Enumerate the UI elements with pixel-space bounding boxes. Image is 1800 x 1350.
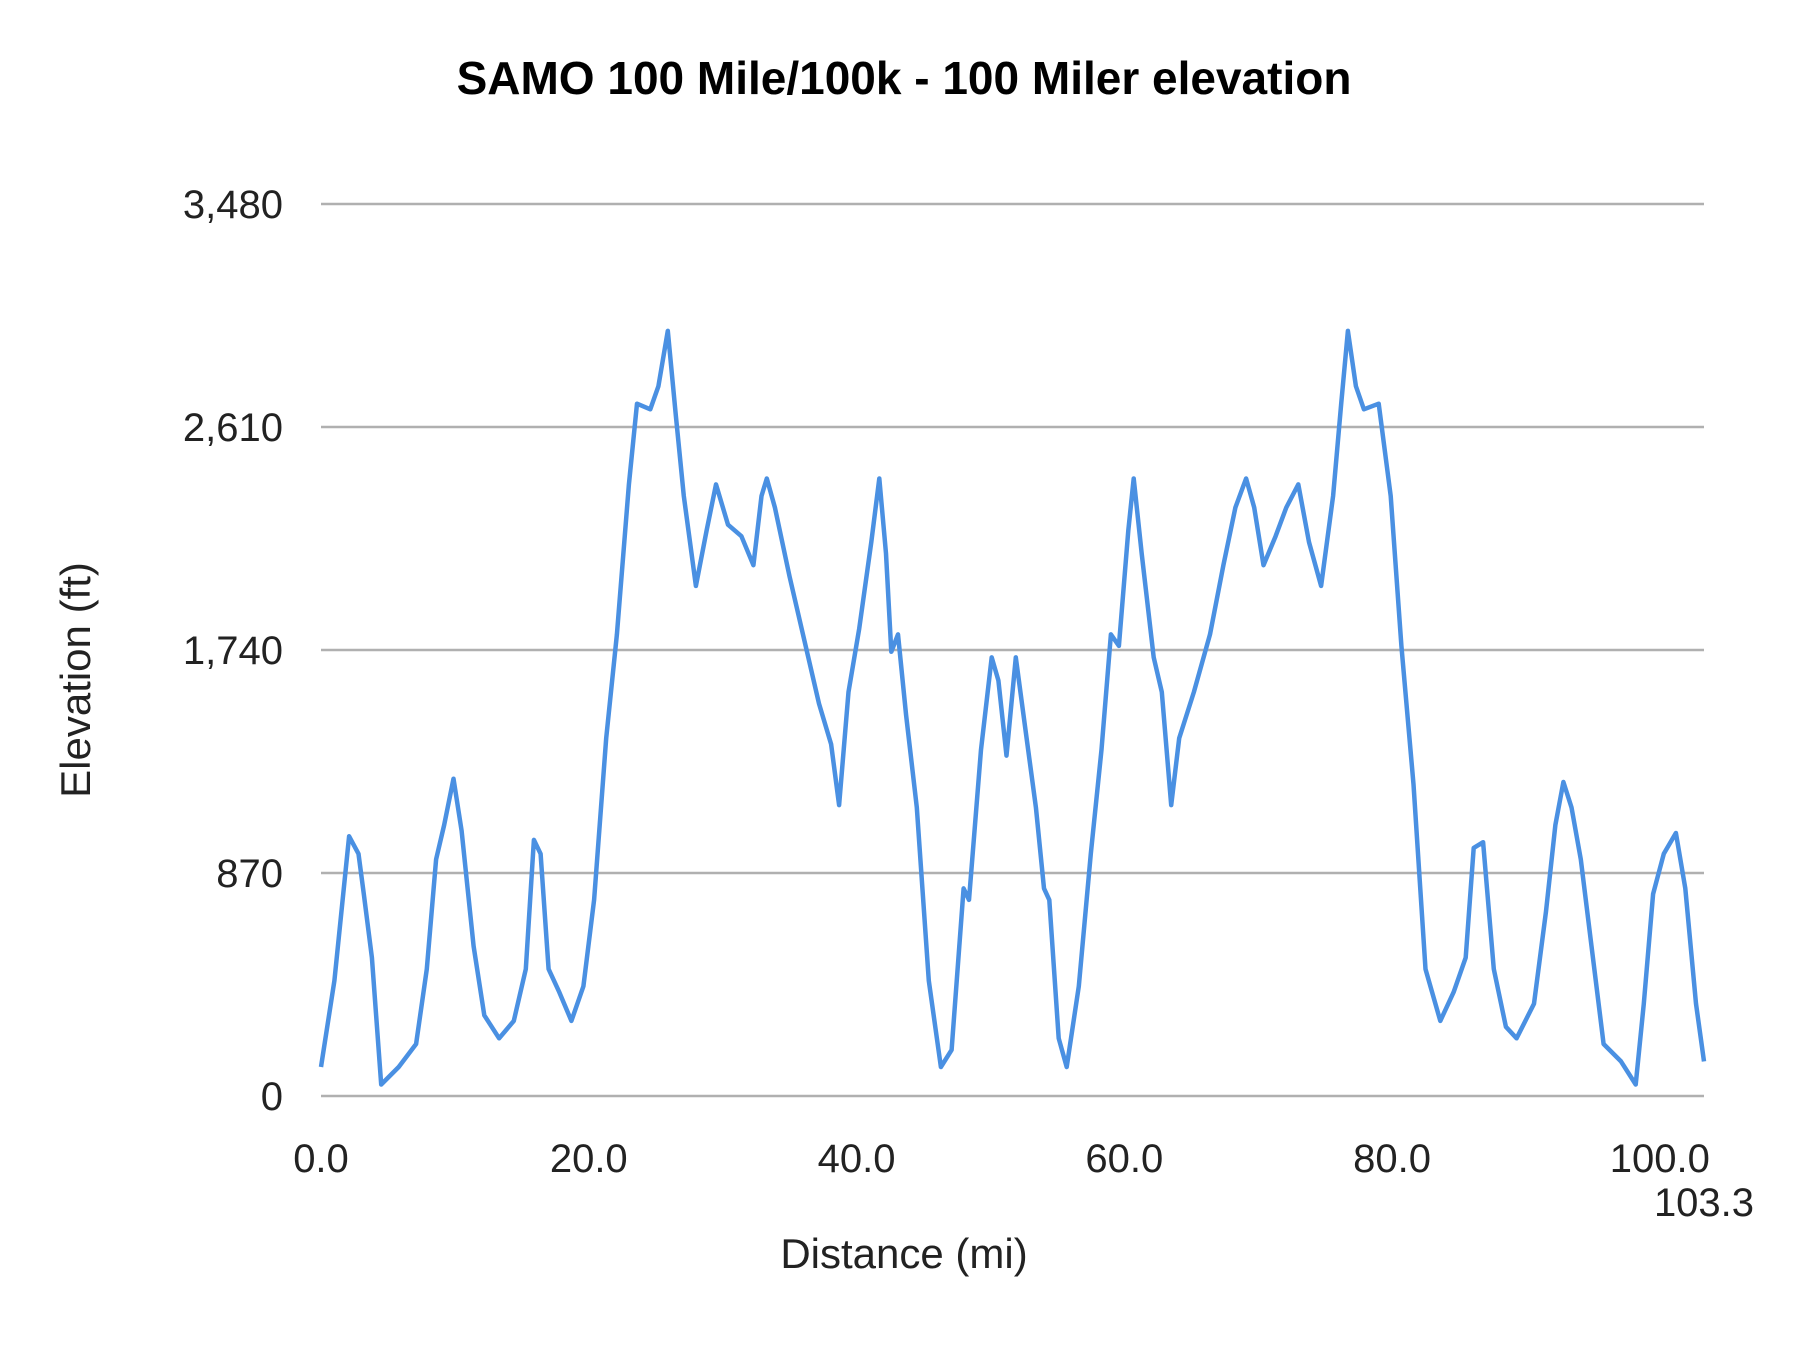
x-axis-label: Distance (mi)	[780, 1230, 1027, 1277]
y-tick-label: 3,480	[183, 183, 283, 227]
y-axis-label: Elevation (ft)	[52, 562, 99, 798]
x-tick-label: 80.0	[1353, 1137, 1431, 1181]
y-tick-label: 870	[216, 852, 283, 896]
x-tick-label: 103.3	[1654, 1181, 1754, 1225]
y-tick-label: 1,740	[183, 629, 283, 673]
chart-title: SAMO 100 Mile/100k - 100 Miler elevation	[457, 52, 1352, 104]
y-tick-label: 2,610	[183, 406, 283, 450]
x-tick-label: 100.0	[1610, 1137, 1710, 1181]
y-axis-ticks: 0 870 1,740 2,610 3,480	[183, 183, 283, 1119]
x-tick-label: 20.0	[550, 1137, 628, 1181]
y-tick-label: 0	[261, 1075, 283, 1119]
x-tick-label: 40.0	[818, 1137, 896, 1181]
x-tick-label: 0.0	[293, 1137, 349, 1181]
elevation-series-line	[318, 328, 1707, 1087]
x-tick-label: 60.0	[1085, 1137, 1163, 1181]
